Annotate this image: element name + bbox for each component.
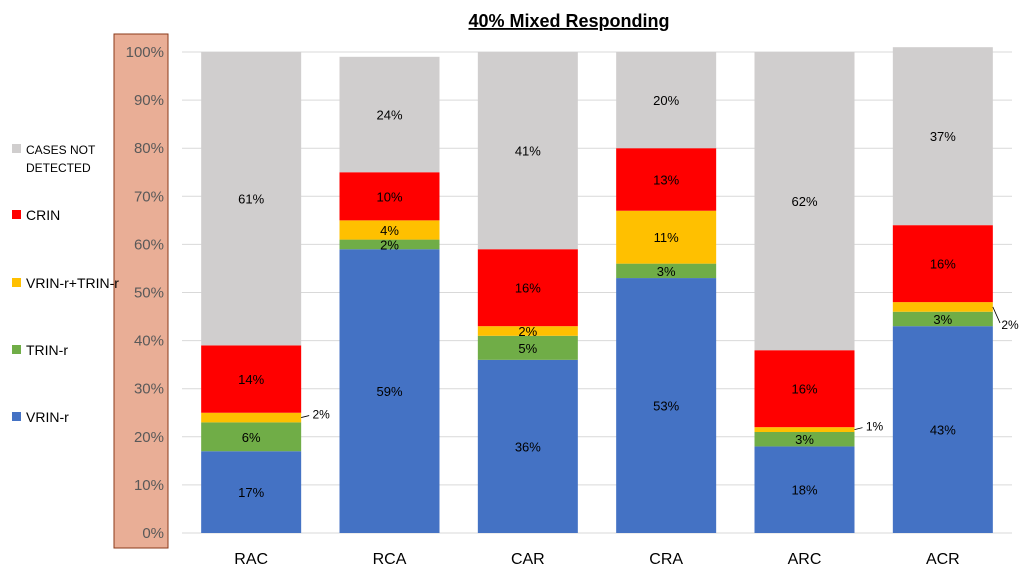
legend-label: VRIN-r+TRIN-r xyxy=(26,275,119,291)
y-tick-label: 0% xyxy=(142,525,164,542)
x-tick-label: ACR xyxy=(926,551,960,568)
data-label: 20% xyxy=(653,93,679,108)
legend-label: CASES NOT DETECTED xyxy=(26,143,96,175)
bar-segment-trin-r xyxy=(201,422,302,452)
bar-segment-crin xyxy=(477,249,578,327)
data-label: 61% xyxy=(238,192,264,207)
callout-line xyxy=(992,306,1001,324)
data-label: 6% xyxy=(242,430,261,445)
data-label: 53% xyxy=(653,399,679,414)
data-label: 43% xyxy=(930,423,956,438)
legend-swatch xyxy=(12,278,21,287)
data-label: 41% xyxy=(515,144,541,159)
data-label: 2% xyxy=(518,324,537,339)
bar-segment-crin xyxy=(892,225,993,303)
data-label: 59% xyxy=(376,384,402,399)
bar-segment-vrin-r-trin-r xyxy=(892,302,993,312)
data-label: 1% xyxy=(866,420,884,434)
data-label: 24% xyxy=(376,108,402,123)
chart-title: 40% Mixed Responding xyxy=(468,11,669,31)
legend-label: TRIN-r xyxy=(26,342,68,358)
y-tick-label: 10% xyxy=(134,477,164,494)
data-label: 4% xyxy=(380,223,399,238)
bar-segment-vrin-r-trin-r xyxy=(754,427,855,432)
bar-segment-crin xyxy=(201,345,302,413)
bar-segment-vrin-r xyxy=(616,278,717,533)
bar-segment-cases-not-detected xyxy=(339,56,440,173)
y-tick-label: 30% xyxy=(134,381,164,398)
data-label: 16% xyxy=(930,257,956,272)
data-label: 3% xyxy=(933,312,952,327)
bar-segment-vrin-r-trin-r xyxy=(616,210,717,264)
legend-swatch xyxy=(12,210,21,219)
data-label: 16% xyxy=(515,281,541,296)
data-label: 5% xyxy=(518,341,537,356)
bar-segment-vrin-r xyxy=(339,249,440,533)
bar-segment-crin xyxy=(616,148,717,211)
x-tick-label: CRA xyxy=(649,551,683,568)
y-tick-label: 60% xyxy=(134,236,164,253)
y-axis-ticks: 0% 10% 20% 30% 40% 50% 60% 70% 80% 90% 100% xyxy=(126,44,164,542)
data-label: 2% xyxy=(312,408,330,422)
y-tick-label: 50% xyxy=(134,285,164,302)
bar-segment-vrin-r xyxy=(201,451,302,533)
x-tick-label: CAR xyxy=(511,551,545,568)
bar-segment-trin-r xyxy=(616,263,717,279)
legend-swatch xyxy=(12,345,21,354)
y-tick-label: 90% xyxy=(134,92,164,109)
bar-segment-cases-not-detected xyxy=(201,52,302,346)
data-label: 14% xyxy=(238,372,264,387)
gridlines xyxy=(182,51,1012,534)
y-tick-label: 40% xyxy=(134,333,164,350)
bar-segment-vrin-r-trin-r xyxy=(339,220,440,240)
x-tick-label: ARC xyxy=(788,551,822,568)
legend: CASES NOT DETECTED CRIN VRIN-r+TRIN-r TRIN-r… xyxy=(12,143,119,425)
bar-segment-vrin-r-trin-r xyxy=(201,412,302,423)
bar-segment-crin xyxy=(754,350,855,428)
y-tick-label: 80% xyxy=(134,140,164,157)
bar-segment-cases-not-detected xyxy=(754,52,855,351)
data-label: 3% xyxy=(795,432,814,447)
y-axis-box xyxy=(113,33,169,549)
legend-swatch xyxy=(12,144,21,153)
bar-segment-cases-not-detected xyxy=(616,52,717,149)
data-label: 13% xyxy=(653,172,679,187)
bar-segment-trin-r xyxy=(754,431,855,447)
bar-segment-trin-r xyxy=(892,311,993,327)
data-label: 17% xyxy=(238,485,264,500)
bar-segment-crin xyxy=(339,172,440,221)
callout-line xyxy=(301,415,310,418)
data-label: 10% xyxy=(376,189,402,204)
bars: 17%6%2%14%61%59%2%4%10%24%36%5%2%16%41%5… xyxy=(201,47,1019,533)
bar-segment-trin-r xyxy=(477,335,578,360)
bar-segment-cases-not-detected xyxy=(477,52,578,250)
data-label: 3% xyxy=(657,264,676,279)
bar-segment-vrin-r-trin-r xyxy=(477,326,578,336)
y-tick-label: 20% xyxy=(134,429,164,446)
data-label: 36% xyxy=(515,439,541,454)
data-label: 11% xyxy=(654,230,679,245)
y-tick-label: 70% xyxy=(134,188,164,205)
legend-swatch xyxy=(12,412,21,421)
x-tick-label: RCA xyxy=(373,551,407,568)
data-label: 18% xyxy=(791,483,817,498)
data-label: 2% xyxy=(1001,318,1019,332)
data-label: 37% xyxy=(930,129,956,144)
bar-segment-vrin-r xyxy=(754,446,855,533)
bar-segment-trin-r xyxy=(339,239,440,250)
bar-segment-cases-not-detected xyxy=(892,47,993,226)
bar-segment-vrin-r xyxy=(892,326,993,533)
data-label: 2% xyxy=(380,237,399,252)
callout-line xyxy=(854,427,863,430)
data-label: 62% xyxy=(791,194,817,209)
x-tick-label: RAC xyxy=(234,551,268,568)
y-tick-label: 100% xyxy=(126,44,164,61)
bar-segment-vrin-r xyxy=(477,359,578,533)
legend-label: VRIN-r xyxy=(26,409,69,425)
data-label: 16% xyxy=(791,382,817,397)
legend-label: CRIN xyxy=(26,207,60,223)
x-axis-ticks: RAC RCA CAR CRA ARC ACR xyxy=(234,551,959,568)
